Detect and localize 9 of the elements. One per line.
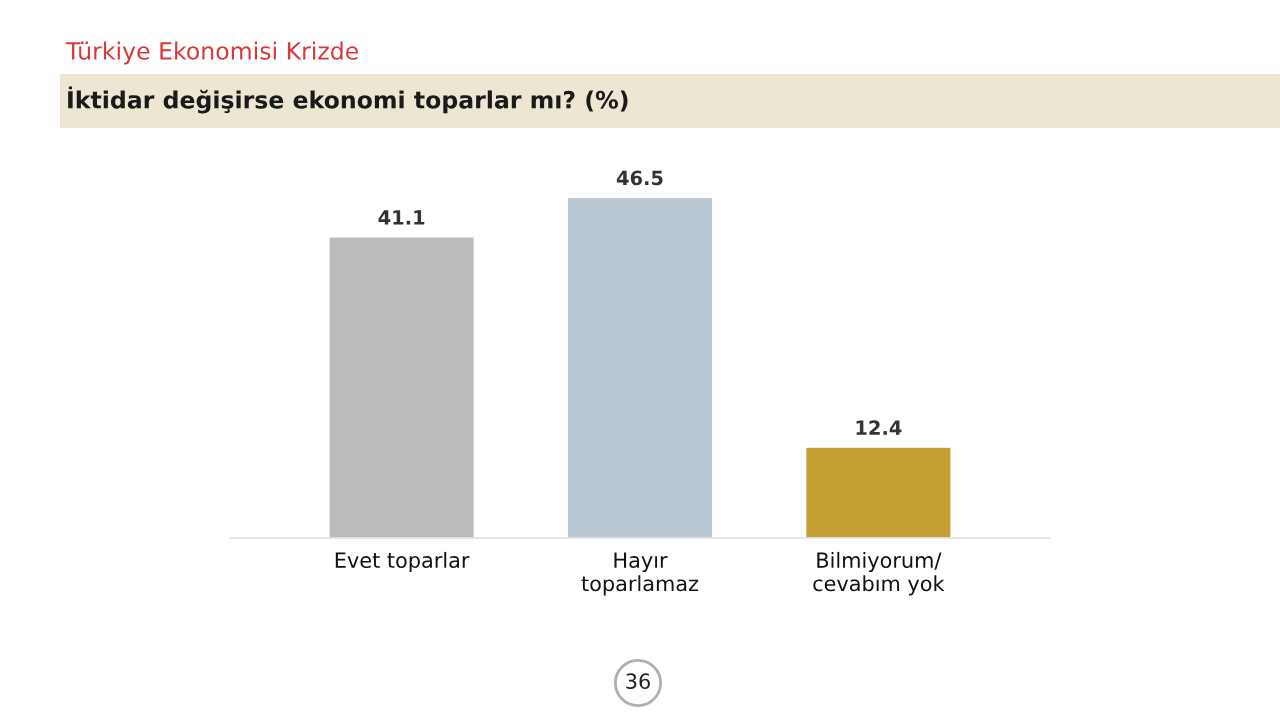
data-label: 46.5	[616, 170, 663, 186]
x-tick-label: Bilmiyorum/ cevabım yok	[813, 551, 945, 596]
x-tick-label: Evet toparlar	[335, 551, 470, 573]
data-label: 12.4	[856, 420, 902, 435]
data-label: 41.1	[378, 210, 425, 225]
chart-title: Türkiye Ekonomisi Krizde	[65, 41, 359, 65]
text: 36	[626, 673, 650, 690]
chart-subtitle: İktidar değişirse ekonomi toparlar mı? (%)	[68, 86, 628, 114]
x-tick-label: Hayır toparlamaz	[581, 552, 699, 596]
